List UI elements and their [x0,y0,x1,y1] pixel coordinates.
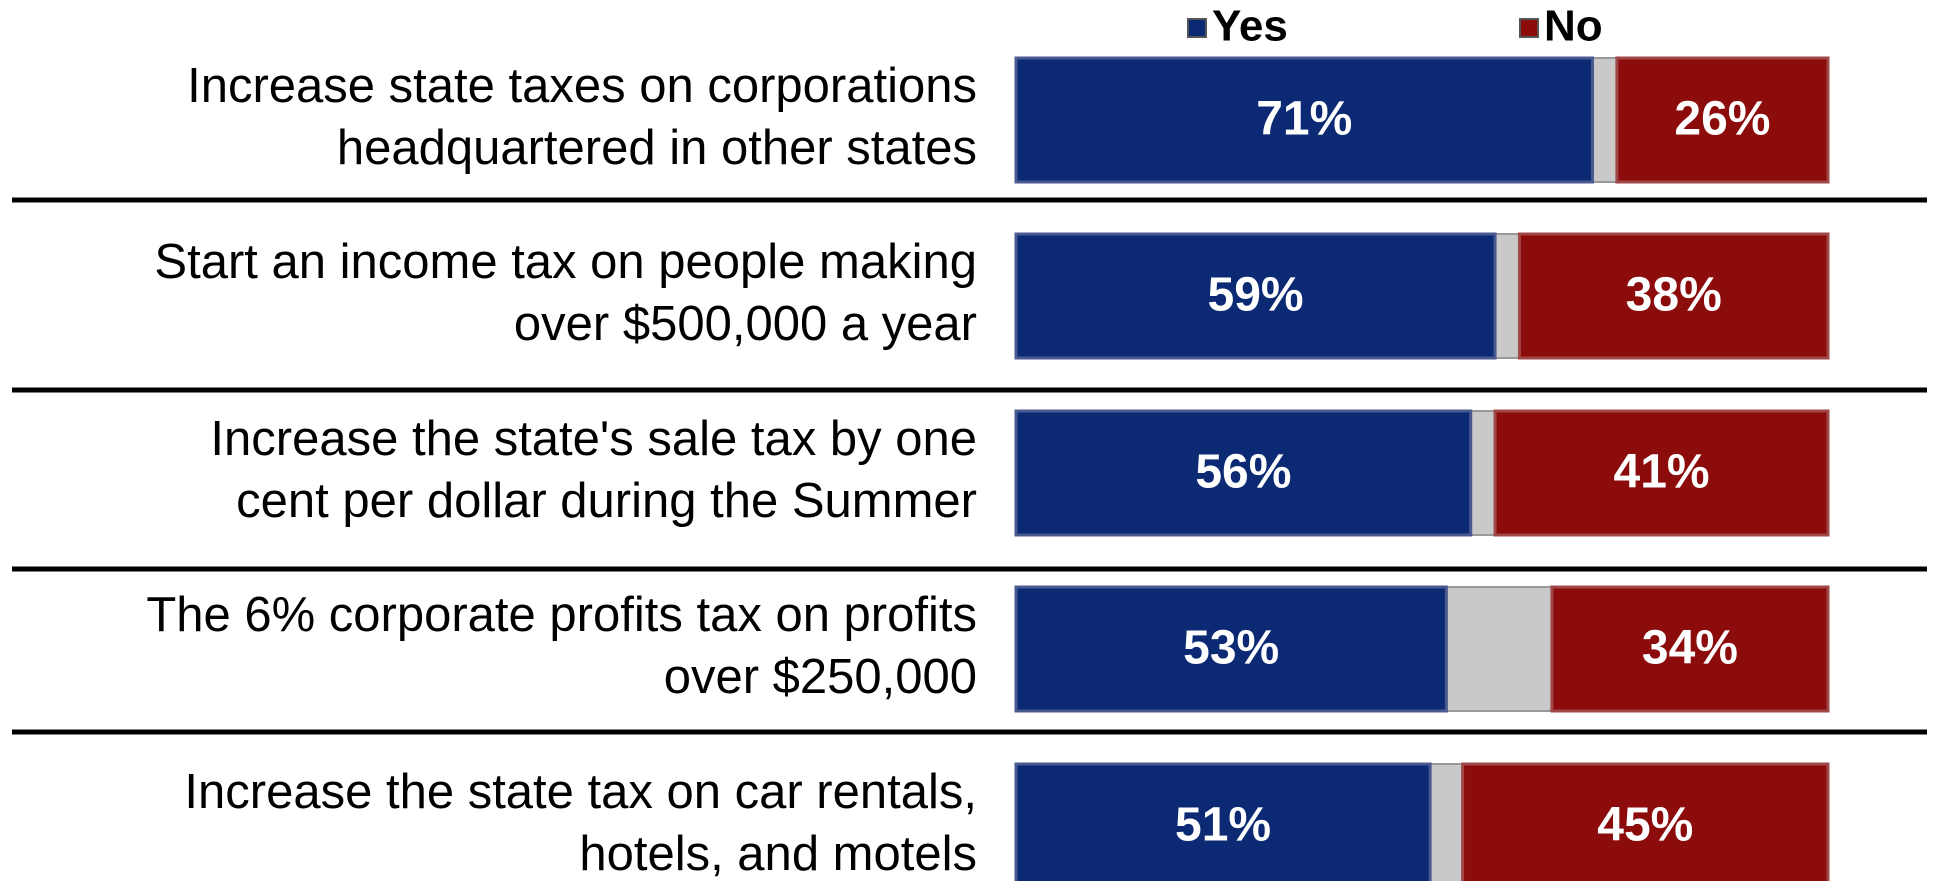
category-label: Increase the state's sale tax by one [210,412,977,466]
bar-segment [1014,585,1448,713]
bar-segment [1493,409,1830,537]
legend-label: Yes [1212,2,1288,51]
bar-segment [1014,56,1595,184]
legend-swatch [1519,18,1539,38]
bar-segment [1461,762,1830,881]
bar-segment [1014,232,1497,360]
value-label: 26% [1674,93,1770,146]
legend-swatch [1187,18,1207,38]
category-label: hotels, and motels [579,827,977,881]
category-label: headquartered in other states [337,121,977,175]
legend-label: No [1544,2,1603,51]
value-label: 56% [1195,446,1291,499]
category-label: Increase the state tax on car rentals, [184,765,977,819]
category-label: over $500,000 a year [514,297,977,351]
bar-segment [1014,762,1432,881]
value-label: 59% [1208,269,1304,322]
value-label: 71% [1256,93,1352,146]
category-label: Start an income tax on people making [154,235,977,289]
value-label: 38% [1626,269,1722,322]
bar-segment [1550,585,1830,713]
category-label: Increase state taxes on corporations [187,59,977,113]
category-label: The 6% corporate profits tax on profits [146,588,977,642]
value-label: 45% [1597,799,1693,852]
value-label: 41% [1614,446,1710,499]
value-label: 51% [1175,799,1271,852]
bar-segment [1615,56,1830,184]
category-label: over $250,000 [664,650,977,704]
category-label: cent per dollar during the Summer [236,474,977,528]
bar-segment [1014,409,1473,537]
value-label: 53% [1183,622,1279,675]
value-label: 34% [1642,622,1738,675]
bar-segment [1517,232,1830,360]
